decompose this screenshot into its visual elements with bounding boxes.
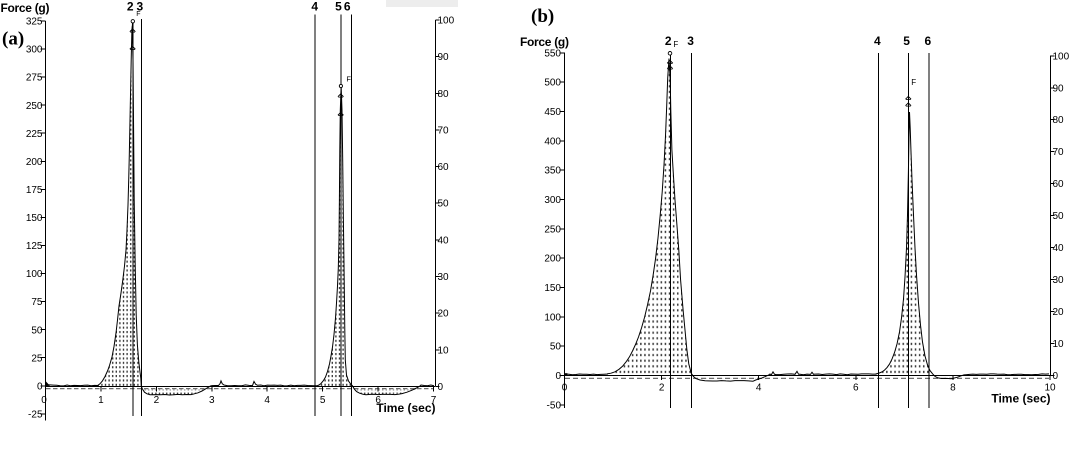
svg-text:F: F <box>346 75 351 84</box>
svg-text:2: 2 <box>154 395 160 406</box>
svg-text:30: 30 <box>1053 275 1065 286</box>
svg-text:4: 4 <box>756 383 762 394</box>
svg-text:10: 10 <box>1053 339 1065 350</box>
svg-text:100: 100 <box>438 16 455 27</box>
svg-text:0: 0 <box>555 371 561 382</box>
svg-text:50: 50 <box>438 199 450 210</box>
svg-text:4: 4 <box>264 395 270 406</box>
svg-text:100: 100 <box>544 312 561 323</box>
svg-text:70: 70 <box>1053 147 1065 158</box>
svg-text:150: 150 <box>544 283 561 294</box>
svg-text:(b): (b) <box>531 6 554 27</box>
svg-text:5: 5 <box>320 395 326 406</box>
svg-text:250: 250 <box>544 224 561 235</box>
svg-text:75: 75 <box>31 297 43 308</box>
svg-text:4: 4 <box>874 34 881 48</box>
svg-text:30: 30 <box>438 272 450 283</box>
svg-text:125: 125 <box>26 241 43 252</box>
svg-text:Time (sec): Time (sec) <box>991 392 1050 406</box>
svg-text:70: 70 <box>438 125 450 136</box>
svg-text:0: 0 <box>1053 371 1059 382</box>
svg-text:5: 5 <box>335 0 342 14</box>
svg-text:6: 6 <box>924 34 931 48</box>
svg-text:0: 0 <box>41 395 47 406</box>
svg-text:300: 300 <box>26 45 43 56</box>
svg-text:10: 10 <box>438 345 450 356</box>
svg-text:50: 50 <box>31 325 43 336</box>
svg-text:550: 550 <box>544 48 561 59</box>
svg-text:0: 0 <box>37 381 43 392</box>
svg-text:0: 0 <box>562 383 568 394</box>
svg-text:Time (sec): Time (sec) <box>376 401 435 415</box>
svg-text:50: 50 <box>550 342 562 353</box>
svg-text:175: 175 <box>26 185 43 196</box>
svg-text:Force (g): Force (g) <box>520 35 569 49</box>
svg-text:Force (g): Force (g) <box>1 1 50 15</box>
svg-text:F: F <box>911 78 916 87</box>
svg-text:80: 80 <box>1053 115 1065 126</box>
svg-text:0: 0 <box>438 382 444 393</box>
svg-text:200: 200 <box>544 254 561 265</box>
svg-text:300: 300 <box>544 195 561 206</box>
svg-text:400: 400 <box>544 136 561 147</box>
svg-text:-50: -50 <box>547 400 562 411</box>
svg-text:450: 450 <box>544 107 561 118</box>
svg-text:8: 8 <box>950 383 956 394</box>
svg-text:200: 200 <box>26 157 43 168</box>
svg-text:5: 5 <box>903 34 910 48</box>
svg-text:90: 90 <box>1053 83 1065 94</box>
svg-text:6: 6 <box>853 383 859 394</box>
svg-text:40: 40 <box>438 235 450 246</box>
svg-text:325: 325 <box>26 17 43 28</box>
svg-text:60: 60 <box>1053 179 1065 190</box>
svg-text:20: 20 <box>438 309 450 320</box>
svg-text:2: 2 <box>659 383 665 394</box>
svg-text:4: 4 <box>311 0 318 14</box>
svg-text:100: 100 <box>1053 51 1070 62</box>
svg-text:100: 100 <box>26 269 43 280</box>
svg-text:F: F <box>673 40 678 49</box>
svg-text:3: 3 <box>687 34 694 48</box>
svg-text:80: 80 <box>438 89 450 100</box>
svg-text:60: 60 <box>438 162 450 173</box>
svg-text:-25: -25 <box>28 409 43 420</box>
svg-text:1: 1 <box>98 395 104 406</box>
svg-text:50: 50 <box>1053 211 1065 222</box>
svg-text:150: 150 <box>26 213 43 224</box>
svg-text:(a): (a) <box>2 29 24 50</box>
svg-text:40: 40 <box>1053 243 1065 254</box>
svg-text:2: 2 <box>127 0 134 14</box>
svg-text:F: F <box>136 11 140 18</box>
svg-text:25: 25 <box>31 353 43 364</box>
svg-text:275: 275 <box>26 73 43 84</box>
svg-text:350: 350 <box>544 166 561 177</box>
svg-text:6: 6 <box>344 0 351 14</box>
svg-text:3: 3 <box>209 395 215 406</box>
svg-text:500: 500 <box>544 78 561 89</box>
svg-text:90: 90 <box>438 52 450 63</box>
svg-text:2: 2 <box>665 34 672 48</box>
svg-text:225: 225 <box>26 129 43 140</box>
svg-text:20: 20 <box>1053 307 1065 318</box>
svg-text:250: 250 <box>26 101 43 112</box>
